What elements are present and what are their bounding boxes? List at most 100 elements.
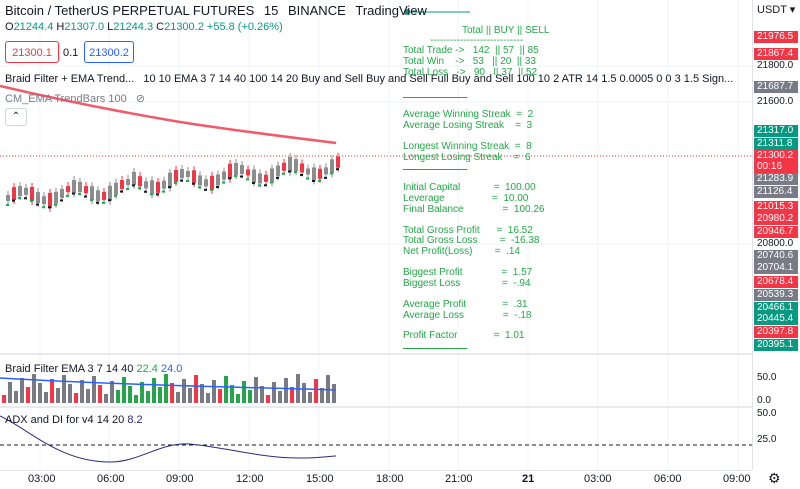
adx-name: ADX and DI for v4	[5, 414, 94, 426]
eye-hidden-icon[interactable]: ⊘	[135, 93, 145, 105]
stats-profit-factor: Profit Factor = 1.01	[403, 330, 525, 341]
price-badge: 20678.4	[754, 276, 798, 288]
stats-separator: ----------------------------	[430, 35, 524, 46]
price-label: 21600.0	[757, 96, 794, 107]
braid-value-2: 24.0	[160, 363, 183, 375]
stats-avg-win-streak: Average Winning Streak = 2	[403, 109, 534, 120]
date-label: 21	[522, 473, 535, 485]
time-label: 03:00	[28, 473, 56, 485]
price-badge: 20395.1	[754, 339, 798, 351]
trendbars-params: 100	[108, 93, 127, 105]
close-value: 21300.2	[164, 21, 204, 33]
price-badge: 20466.1	[754, 302, 798, 314]
open-value: 21244.4	[13, 21, 54, 33]
stats-total-win: Total Win -> 53 || 20 || 33	[403, 56, 536, 67]
price-badge: 00:16	[754, 161, 798, 173]
price-badge: 21867.4	[754, 48, 798, 60]
time-label: 15:00	[306, 473, 334, 485]
price-badge: 20740.6	[754, 250, 798, 262]
chevron-down-icon: ▾	[786, 4, 796, 16]
currency-label: USDT	[757, 4, 787, 16]
collapse-legend-button[interactable]: ⌃	[5, 108, 27, 126]
price-badge: 21300.2	[754, 150, 798, 162]
price-badge: 20980.2	[754, 213, 798, 225]
stats-long-lose-streak: Longest Losing Streak = 6	[403, 152, 531, 163]
price-badge: 20397.8	[754, 326, 798, 338]
time-label: 12:00	[236, 473, 264, 485]
stats-initial-capital: Initial Capital = 100.00	[403, 182, 536, 193]
change-value: +55.8 (+0.26%)	[206, 21, 283, 33]
strategy-legend[interactable]: Braid Filter + EMA Trend... 10 10 EMA 3 …	[5, 73, 733, 85]
price-badge: 20946.7	[754, 226, 798, 238]
adx-legend[interactable]: ADX and DI for v4 14 20 8.2	[5, 414, 143, 426]
strategy-params: 10 10 EMA 3 7 14 40 100 14 20 Buy and Se…	[143, 73, 734, 85]
time-label: 09:00	[166, 473, 194, 485]
stats-total-loss: Total Loss -> 90 || 37 || 52	[403, 67, 538, 75]
braid-filter-legend[interactable]: Braid Filter EMA 3 7 14 40 22.4 24.0	[5, 363, 182, 375]
time-label: 03:00	[584, 473, 612, 485]
stats-net-profit: Net Profit(Loss) = .14	[403, 246, 520, 257]
strategy-name: Braid Filter + EMA Trend...	[5, 73, 135, 85]
price-badge: 21687.7	[754, 81, 798, 93]
ema-trend-line	[0, 84, 337, 145]
adx-value: 8.2	[127, 414, 143, 426]
high-label: H	[56, 21, 65, 33]
stats-divider	[403, 348, 467, 349]
adx-params: 14 20	[96, 414, 125, 426]
price-badge: 21317.0	[754, 125, 798, 137]
ohlc-readout: O21244.4 H21307.0 L21244.3 C21300.2 +55.…	[5, 21, 283, 33]
time-label: 18:00	[376, 473, 404, 485]
time-label: 09:00	[723, 473, 751, 485]
buy-button[interactable]: 21300.2	[84, 41, 134, 63]
stats-divider	[403, 169, 467, 170]
symbol-header[interactable]: Bitcoin / TetherUS PERPETUAL FUTURES 15 …	[5, 3, 427, 18]
braid-scale-label: 50.0	[757, 372, 777, 383]
sell-button[interactable]: 21300.1	[5, 41, 59, 63]
braid-scale-label: 0.0	[757, 395, 771, 406]
braid-params: EMA 3 7 14 40	[61, 363, 134, 375]
time-axis[interactable]	[0, 470, 752, 489]
interval: 15	[263, 3, 279, 18]
stats-gross-loss: Total Gross Loss = -16.38	[403, 235, 540, 246]
braid-name: Braid Filter	[5, 363, 59, 375]
stats-total-trade: Total Trade -> 142 || 57 || 85	[403, 45, 539, 56]
stats-avg-loss: Average Loss = -.18	[403, 310, 532, 321]
high-value: 21307.0	[64, 21, 105, 33]
price-label: 20800.0	[757, 238, 794, 249]
price-label: 21800.0	[757, 60, 794, 71]
stats-final-balance: Final Balance = 100.26	[403, 204, 545, 215]
stats-biggest-profit: Biggest Profit = 1.57	[403, 267, 533, 278]
adx-scale-label: 25.0	[757, 434, 777, 445]
time-label: 21:00	[445, 473, 473, 485]
platform: TradingView	[355, 3, 427, 18]
braid-filter-line	[0, 377, 337, 391]
low-value: 21244.3	[113, 21, 154, 33]
adx-scale-label: 50.0	[757, 408, 777, 419]
open-label: O	[5, 21, 14, 33]
price-badge: 20704.1	[754, 262, 798, 274]
stats-gross-profit: Total Gross Profit = 16.52	[403, 225, 533, 236]
price-badge: 21126.4	[754, 186, 798, 198]
price-badge: 21283.9	[754, 173, 798, 185]
time-label: 06:00	[97, 473, 125, 485]
price-badge: 20445.4	[754, 313, 798, 325]
stats-leverage: Leverage = 10.00	[403, 193, 529, 204]
stats-long-win-streak: Longest Winning Streak = 8	[403, 141, 532, 152]
gear-icon[interactable]: ⚙	[768, 470, 781, 486]
stats-avg-lose-streak: Average Losing Streak = 3	[403, 120, 533, 131]
braid-value-1: 22.4	[136, 363, 158, 375]
price-badge: 21015.3	[754, 201, 798, 213]
stats-avg-profit: Average Profit = .31	[403, 299, 528, 310]
chart-canvas[interactable]	[0, 0, 752, 488]
trendbars-legend[interactable]: CM_EMA TrendBars 100 ⊘	[5, 92, 145, 105]
stats-header: Total || BUY || SELL	[462, 25, 550, 36]
price-badge: 21311.8	[754, 138, 798, 150]
price-badge: 20539.3	[754, 289, 798, 301]
exchange: BINANCE	[287, 3, 346, 18]
symbol-name: Bitcoin / TetherUS PERPETUAL FUTURES	[5, 3, 255, 18]
spread-value: 0.1	[63, 47, 79, 59]
stats-slider-handle[interactable]	[404, 9, 410, 15]
currency-selector[interactable]: USDT ▾	[754, 4, 798, 16]
low-label: L	[107, 21, 114, 33]
chevron-up-icon: ⌃	[11, 111, 21, 122]
